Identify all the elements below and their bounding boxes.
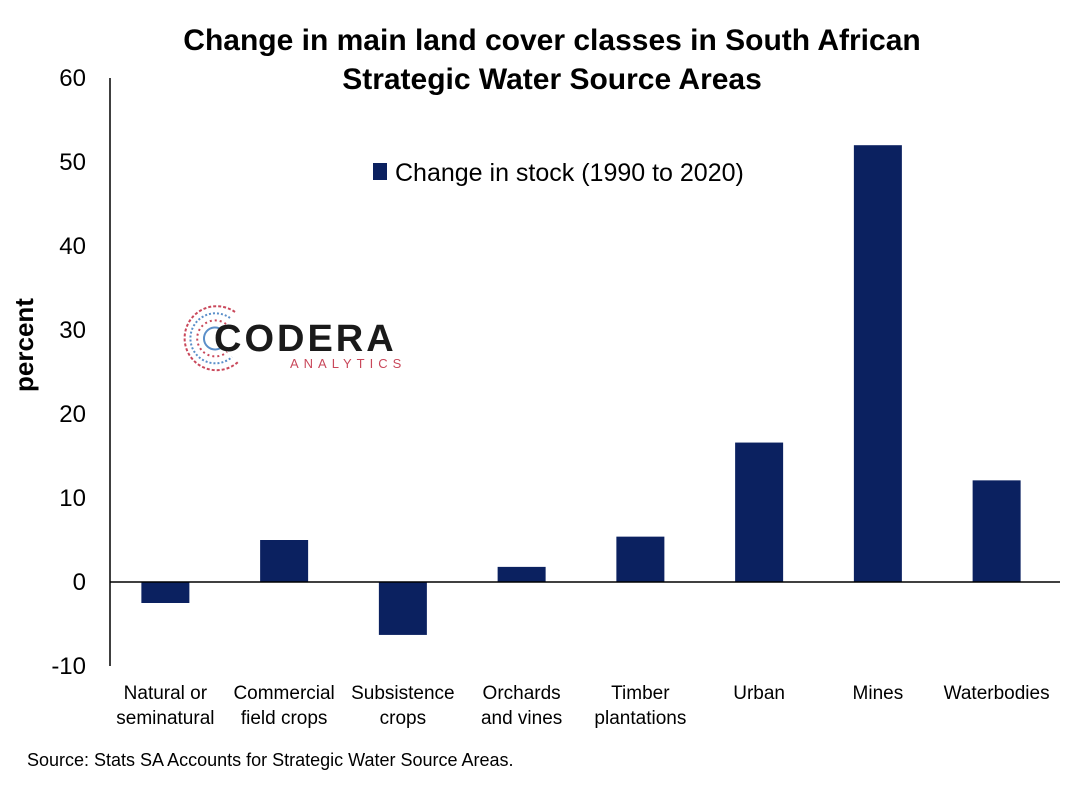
bar	[497, 566, 546, 582]
y-tick-label: 50	[59, 149, 86, 176]
category-label-line: plantations	[594, 708, 686, 729]
y-tick-label: -10	[51, 653, 86, 680]
category-label: Mines	[853, 683, 904, 704]
category-label-line: Timber	[611, 683, 670, 704]
category-label-line: field crops	[241, 708, 328, 729]
source-note: Source: Stats SA Accounts for Strategic …	[27, 750, 514, 770]
category-label-line: Commercial	[233, 683, 334, 704]
bars	[141, 145, 1021, 635]
y-axis-label: percent	[9, 298, 39, 392]
bar	[616, 536, 665, 582]
y-tick-label: 10	[59, 485, 86, 512]
logo-mark-icon	[183, 305, 239, 372]
y-tick-label: 0	[73, 569, 86, 596]
category-label-line: and vines	[481, 708, 562, 729]
category-label: Natural or seminatural	[116, 683, 214, 729]
bar	[378, 582, 427, 635]
category-label-line: Subsistence	[351, 683, 455, 704]
y-tick-label: 40	[59, 233, 86, 260]
category-label: Urban	[733, 683, 785, 704]
category-label-line: Waterbodies	[944, 683, 1050, 704]
category-label: Timber plantations	[594, 683, 686, 729]
bar	[141, 582, 190, 603]
bar	[735, 442, 784, 582]
category-labels: Natural or seminatural Commercial field cro…	[116, 683, 1049, 729]
codera-logo: CODERA ANALYTICS	[183, 305, 406, 372]
bar	[260, 540, 309, 582]
bar	[853, 145, 902, 582]
y-tick-label: 20	[59, 401, 86, 428]
category-label: Waterbodies	[944, 683, 1050, 704]
y-tick-label: 60	[59, 65, 86, 92]
chart-title-line2: Strategic Water Source Areas	[342, 63, 762, 96]
category-label: Commercial field crops	[233, 683, 334, 729]
category-label-line: seminatural	[116, 708, 214, 729]
category-label-line: crops	[380, 708, 426, 729]
legend-label: Change in stock (1990 to 2020)	[395, 159, 744, 187]
bar	[972, 480, 1021, 582]
category-label: Subsistence crops	[351, 683, 455, 729]
category-label-line: Orchards	[483, 683, 561, 704]
category-label-line: Natural or	[124, 683, 208, 704]
y-axis-ticks: -10 0 10 20 30 40 50 60	[51, 65, 86, 680]
category-label-line: Mines	[853, 683, 904, 704]
category-label-line: Urban	[733, 683, 785, 704]
legend: Change in stock (1990 to 2020)	[373, 159, 744, 187]
category-label: Orchards and vines	[481, 683, 562, 729]
y-tick-label: 30	[59, 317, 86, 344]
legend-swatch	[373, 163, 387, 180]
logo-name: CODERA	[214, 318, 397, 360]
chart-title-line1: Change in main land cover classes in Sou…	[183, 24, 920, 57]
logo-subtitle: ANALYTICS	[290, 356, 406, 371]
